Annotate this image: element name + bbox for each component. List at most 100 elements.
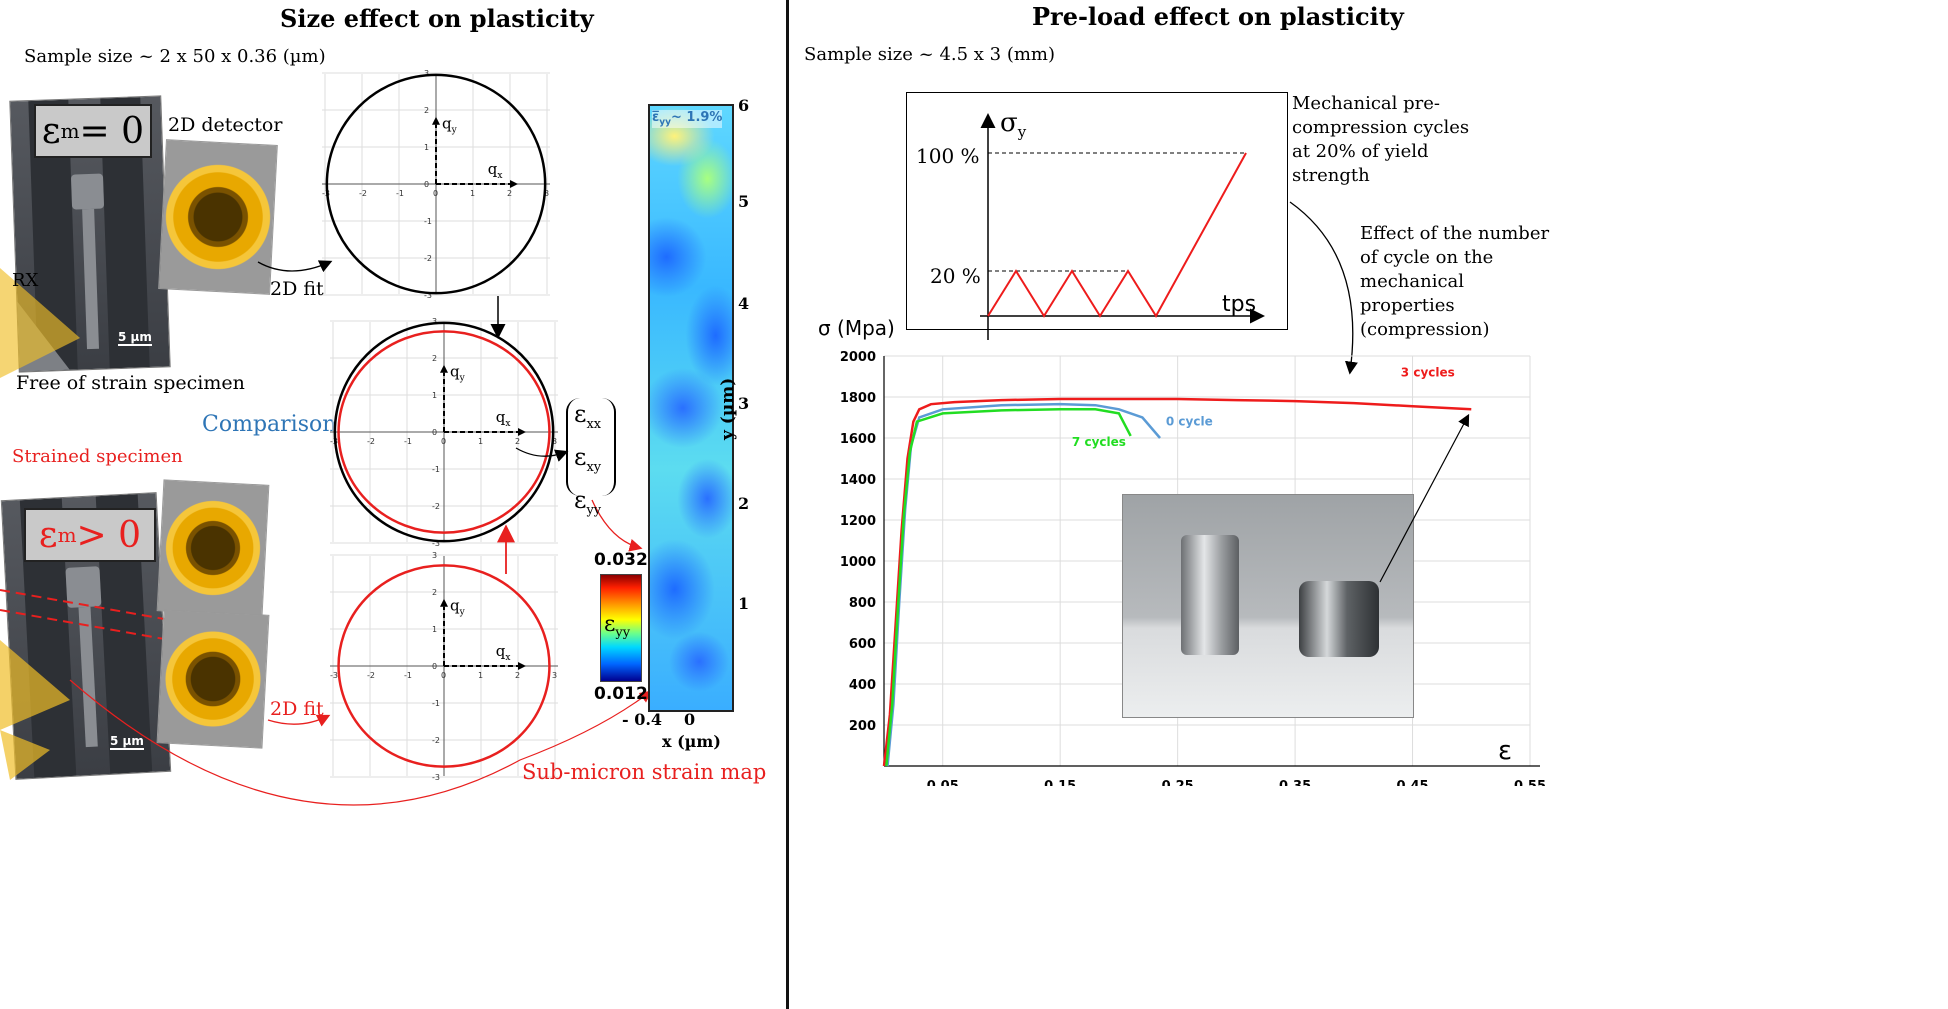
note-precompression: Mechanical pre-compression cycles at 20%…	[1292, 93, 1470, 186]
qplot-tick-x: 2	[515, 437, 520, 446]
qplot-arrowhead-qy	[432, 116, 440, 125]
qplot-tick-y: 1	[424, 143, 429, 152]
fit-label-bottom: 2D fit	[270, 698, 324, 720]
qplot-label-qx-sub: x	[505, 653, 510, 663]
strain-xx: εxx	[574, 400, 602, 432]
qplot-tick-x: 0	[441, 437, 446, 446]
chart-tick-x: 0.45	[1397, 779, 1429, 786]
detector-image-bottom	[156, 609, 270, 749]
qplot-tick-y: 3	[424, 70, 429, 78]
qplot-tick-y: -1	[432, 699, 440, 708]
chart-tick-x: 0.25	[1162, 779, 1194, 786]
qplot-tick-x: 3	[552, 671, 557, 680]
map-caption: Sub-micron strain map	[522, 760, 767, 784]
photo-arrow	[1379, 413, 1470, 583]
map-y-tick: 1	[738, 594, 750, 613]
chart-tick-x: 0.35	[1279, 779, 1311, 786]
qplot-tick-y: 1	[432, 625, 437, 634]
colorbar	[600, 574, 642, 682]
comparison-label: Comparison	[202, 412, 337, 437]
detector-image-mid	[156, 479, 270, 617]
qplot-label-qy: qy	[450, 597, 466, 618]
qplot-tick-x: 3	[552, 437, 557, 446]
qplot-tick-y: 0	[432, 662, 437, 671]
qplot-tick-x: 2	[515, 671, 520, 680]
chart-series-line	[882, 397, 1472, 767]
chart-tick-y: 600	[849, 637, 876, 652]
map-x-tick-b: 0	[684, 710, 696, 729]
qplot-tick-x: 1	[478, 671, 483, 680]
right-sample-size: Sample size ~ 4.5 x 3 (mm)	[804, 44, 1056, 65]
inset-y-label: σy	[1000, 108, 1027, 142]
qplot-ring	[325, 73, 547, 295]
scale-bar-bottom: 5 µm	[110, 734, 144, 750]
specimen-photo	[1122, 494, 1414, 718]
map-y-tick: 5	[738, 192, 750, 211]
map-x-label: x (µm)	[662, 732, 721, 751]
rx-label: RX	[12, 270, 39, 291]
panel-divider	[786, 0, 789, 1009]
qplot-label-qy: qy	[442, 115, 458, 136]
qplot-tick-y: 2	[432, 588, 437, 597]
map-y-tick: 4	[738, 294, 750, 313]
qplot-label-qx: qx	[496, 408, 511, 429]
chart-series-label: 0 cycle	[1166, 415, 1213, 429]
qplot-ring	[333, 321, 555, 543]
qplot-tick-y: -3	[432, 773, 440, 780]
qplot-tick-x: 2	[507, 189, 512, 198]
qplot-label-qy-sub: y	[459, 608, 466, 618]
qplot-tick-x: 0	[433, 189, 438, 198]
qplot-tick-x: 3	[544, 189, 549, 198]
qplot-comparison: -3 -3 -2 -2 -1 -1 00 1 1 2 2 3 3 qx qy	[330, 318, 558, 546]
strain-xy: εxy	[574, 442, 602, 475]
qplot-tick-y: -2	[432, 736, 440, 745]
detector-image-top	[158, 139, 278, 295]
inset-x-label: tps	[1222, 292, 1257, 317]
qplot-label-qx-sub: x	[505, 419, 510, 429]
qplot-tick-y: 0	[424, 180, 429, 189]
chart-tick-y: 200	[849, 719, 876, 734]
scale-bar-top: 5 µm	[118, 330, 152, 346]
chart-tick-y: 1200	[840, 514, 876, 529]
strained-beam-overlay	[0, 589, 171, 780]
chart-tick-y: 800	[849, 596, 876, 611]
colorbar-max: 0.032	[594, 550, 648, 570]
cylinder-uncycled	[1181, 535, 1239, 655]
stress-strain-chart: 200 400 600 800 1000 1200 1400 1600 1800 2000 0.05…	[840, 350, 1546, 786]
map-y-tick: 3	[738, 394, 750, 413]
qplot-label-qy-sub: y	[459, 374, 466, 384]
qplot-tick-y: -2	[432, 502, 440, 511]
qplot-arrowhead-qy	[440, 598, 448, 607]
chart-y-label: σ (Mpa)	[818, 316, 895, 340]
qplot-label-qx: qx	[496, 642, 511, 663]
map-annotation: ε̅yy~ 1.9%	[652, 110, 723, 128]
qplot-tick-x: -2	[367, 437, 375, 446]
map-y-label: y (µm)	[718, 377, 738, 440]
qplot-tick-y: 0	[432, 428, 437, 437]
qplot-label-qy-sub: y	[451, 126, 458, 136]
note-arrow	[1289, 201, 1358, 375]
colorbar-label: εyy	[604, 612, 631, 641]
qplot-arrowhead-qx	[510, 180, 518, 188]
qplot-tick-x: -2	[367, 671, 375, 680]
chart-tick-x: 0.55	[1514, 779, 1546, 786]
qplot-tick-y: -1	[432, 465, 440, 474]
qplot-tick-y: -1	[424, 217, 432, 226]
left-sample-size: Sample size ~ 2 x 50 x 0.36 (µm)	[24, 46, 326, 67]
chart-series-label: 7 cycles	[1072, 435, 1126, 449]
chart-tick-y: 1000	[840, 555, 876, 570]
inset-level-20: 20 %	[930, 264, 981, 288]
strain-yy: εyy	[574, 485, 602, 518]
qplot-tick-x: 1	[470, 189, 475, 198]
strain-components-brace	[566, 398, 616, 496]
qplot-arrowhead-qx	[518, 428, 526, 436]
chart-tick-x: 0.05	[927, 779, 959, 786]
map-y-tick: 2	[738, 494, 750, 513]
qplot-tick-y: 3	[432, 552, 437, 560]
qplot-tick-x: 1	[478, 437, 483, 446]
strain-components: εxx εxy εyy	[574, 398, 601, 526]
qplot-ring	[337, 330, 551, 534]
preload-inset	[906, 92, 1288, 330]
